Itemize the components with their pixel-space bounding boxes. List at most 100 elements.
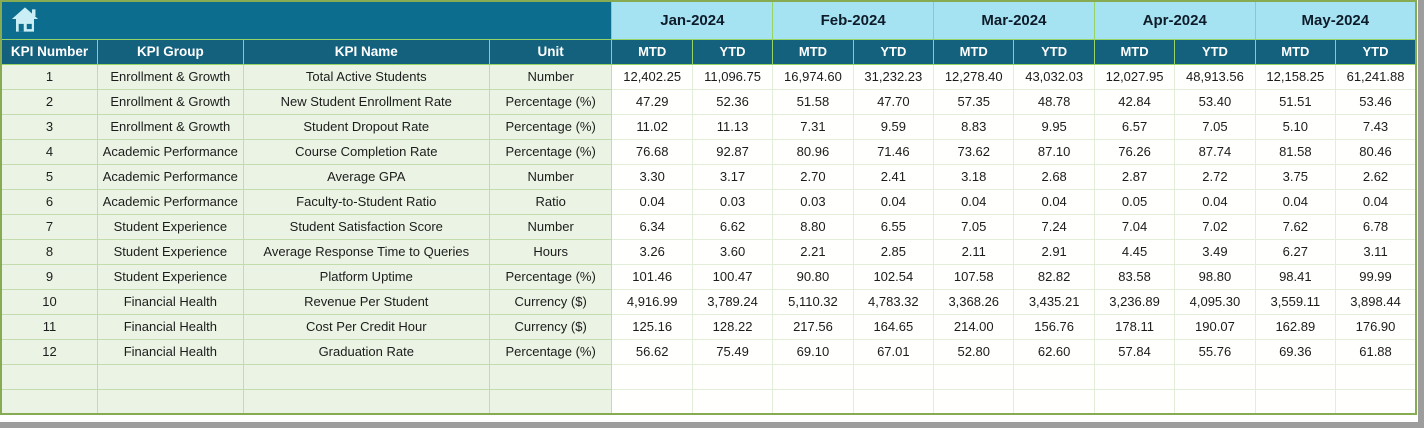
cell-value[interactable]: 107.58 xyxy=(933,263,1015,290)
cell-value[interactable]: 98.80 xyxy=(1174,263,1256,290)
cell-kpi-group[interactable]: Enrollment & Growth xyxy=(96,113,244,140)
empty-cell[interactable] xyxy=(1013,388,1095,415)
cell-unit[interactable]: Percentage (%) xyxy=(488,113,613,140)
cell-value[interactable]: 8.80 xyxy=(772,213,854,240)
cell-value[interactable]: 81.58 xyxy=(1254,138,1337,165)
cell-unit[interactable]: Percentage (%) xyxy=(488,88,613,115)
month-header-mar[interactable]: Mar-2024 xyxy=(933,0,1095,40)
cell-value[interactable]: 12,158.25 xyxy=(1254,63,1337,90)
cell-value[interactable]: 5.10 xyxy=(1254,113,1337,140)
cell-kpi-number[interactable]: 12 xyxy=(0,338,98,365)
cell-value[interactable]: 164.65 xyxy=(852,313,935,340)
month-header-apr[interactable]: Apr-2024 xyxy=(1093,0,1256,40)
cell-kpi-number[interactable]: 7 xyxy=(0,213,98,240)
cell-kpi-name[interactable]: Student Satisfaction Score xyxy=(242,213,490,240)
empty-cell[interactable] xyxy=(488,363,613,390)
cell-kpi-name[interactable]: Average GPA xyxy=(242,163,490,190)
cell-kpi-number[interactable]: 3 xyxy=(0,113,98,140)
cell-value[interactable]: 11,096.75 xyxy=(691,63,774,90)
cell-kpi-name[interactable]: Graduation Rate xyxy=(242,338,490,365)
cell-value[interactable]: 53.46 xyxy=(1335,88,1417,115)
cell-kpi-number[interactable]: 4 xyxy=(0,138,98,165)
cell-value[interactable]: 61.88 xyxy=(1335,338,1417,365)
column-header-unit[interactable]: Unit xyxy=(488,38,613,65)
cell-kpi-number[interactable]: 9 xyxy=(0,263,98,290)
cell-value[interactable]: 2.62 xyxy=(1335,163,1417,190)
cell-value[interactable]: 178.11 xyxy=(1093,313,1176,340)
cell-kpi-group[interactable]: Financial Health xyxy=(96,338,244,365)
cell-kpi-name[interactable]: Revenue Per Student xyxy=(242,288,490,315)
cell-value[interactable]: 76.26 xyxy=(1093,138,1176,165)
cell-value[interactable]: 57.84 xyxy=(1093,338,1176,365)
cell-value[interactable]: 0.05 xyxy=(1093,188,1176,215)
cell-value[interactable]: 67.01 xyxy=(852,338,935,365)
cell-value[interactable]: 176.90 xyxy=(1335,313,1417,340)
cell-unit[interactable]: Number xyxy=(488,163,613,190)
cell-value[interactable]: 0.04 xyxy=(1335,188,1417,215)
cell-value[interactable]: 11.13 xyxy=(691,113,774,140)
cell-value[interactable]: 83.58 xyxy=(1093,263,1176,290)
cell-value[interactable]: 51.51 xyxy=(1254,88,1337,115)
cell-kpi-number[interactable]: 2 xyxy=(0,88,98,115)
empty-cell[interactable] xyxy=(691,388,774,415)
empty-cell[interactable] xyxy=(1254,363,1337,390)
cell-kpi-name[interactable]: Platform Uptime xyxy=(242,263,490,290)
empty-cell[interactable] xyxy=(852,363,935,390)
cell-value[interactable]: 3,789.24 xyxy=(691,288,774,315)
cell-value[interactable]: 69.10 xyxy=(772,338,854,365)
cell-value[interactable]: 48,913.56 xyxy=(1174,63,1256,90)
subheader-mtd[interactable]: MTD xyxy=(1254,38,1337,65)
home-icon[interactable] xyxy=(9,5,41,36)
cell-value[interactable]: 98.41 xyxy=(1254,263,1337,290)
cell-kpi-group[interactable]: Enrollment & Growth xyxy=(96,63,244,90)
cell-value[interactable]: 0.04 xyxy=(852,188,935,215)
cell-kpi-number[interactable]: 1 xyxy=(0,63,98,90)
month-header-feb[interactable]: Feb-2024 xyxy=(772,0,935,40)
empty-cell[interactable] xyxy=(1174,363,1256,390)
subheader-mtd[interactable]: MTD xyxy=(933,38,1015,65)
cell-value[interactable]: 48.78 xyxy=(1013,88,1095,115)
cell-value[interactable]: 190.07 xyxy=(1174,313,1256,340)
subheader-ytd[interactable]: YTD xyxy=(852,38,935,65)
subheader-ytd[interactable]: YTD xyxy=(1013,38,1095,65)
cell-value[interactable]: 87.74 xyxy=(1174,138,1256,165)
cell-value[interactable]: 2.68 xyxy=(1013,163,1095,190)
column-header-kpi-name[interactable]: KPI Name xyxy=(242,38,490,65)
cell-kpi-group[interactable]: Student Experience xyxy=(96,263,244,290)
empty-cell[interactable] xyxy=(772,388,854,415)
empty-cell[interactable] xyxy=(691,363,774,390)
cell-value[interactable]: 0.03 xyxy=(772,188,854,215)
cell-value[interactable]: 3,559.11 xyxy=(1254,288,1337,315)
cell-kpi-name[interactable]: Course Completion Rate xyxy=(242,138,490,165)
cell-value[interactable]: 3.75 xyxy=(1254,163,1337,190)
cell-kpi-name[interactable]: Cost Per Credit Hour xyxy=(242,313,490,340)
cell-value[interactable]: 100.47 xyxy=(691,263,774,290)
cell-value[interactable]: 3,435.21 xyxy=(1013,288,1095,315)
cell-kpi-number[interactable]: 5 xyxy=(0,163,98,190)
cell-value[interactable]: 73.62 xyxy=(933,138,1015,165)
column-header-kpi-group[interactable]: KPI Group xyxy=(96,38,244,65)
subheader-ytd[interactable]: YTD xyxy=(1174,38,1256,65)
subheader-mtd[interactable]: MTD xyxy=(611,38,693,65)
cell-value[interactable]: 52.36 xyxy=(691,88,774,115)
cell-kpi-number[interactable]: 6 xyxy=(0,188,98,215)
cell-kpi-group[interactable]: Student Experience xyxy=(96,213,244,240)
cell-value[interactable]: 3.17 xyxy=(691,163,774,190)
cell-kpi-group[interactable]: Academic Performance xyxy=(96,138,244,165)
cell-value[interactable]: 61,241.88 xyxy=(1335,63,1417,90)
cell-value[interactable]: 7.04 xyxy=(1093,213,1176,240)
cell-value[interactable]: 2.91 xyxy=(1013,238,1095,265)
cell-unit[interactable]: Currency ($) xyxy=(488,288,613,315)
cell-value[interactable]: 2.41 xyxy=(852,163,935,190)
cell-value[interactable]: 7.05 xyxy=(1174,113,1256,140)
cell-unit[interactable]: Number xyxy=(488,63,613,90)
subheader-ytd[interactable]: YTD xyxy=(691,38,774,65)
cell-value[interactable]: 3.26 xyxy=(611,238,693,265)
cell-unit[interactable]: Percentage (%) xyxy=(488,338,613,365)
cell-value[interactable]: 9.59 xyxy=(852,113,935,140)
cell-value[interactable]: 128.22 xyxy=(691,313,774,340)
cell-unit[interactable]: Currency ($) xyxy=(488,313,613,340)
empty-cell[interactable] xyxy=(1093,388,1176,415)
cell-value[interactable]: 162.89 xyxy=(1254,313,1337,340)
cell-value[interactable]: 12,402.25 xyxy=(611,63,693,90)
